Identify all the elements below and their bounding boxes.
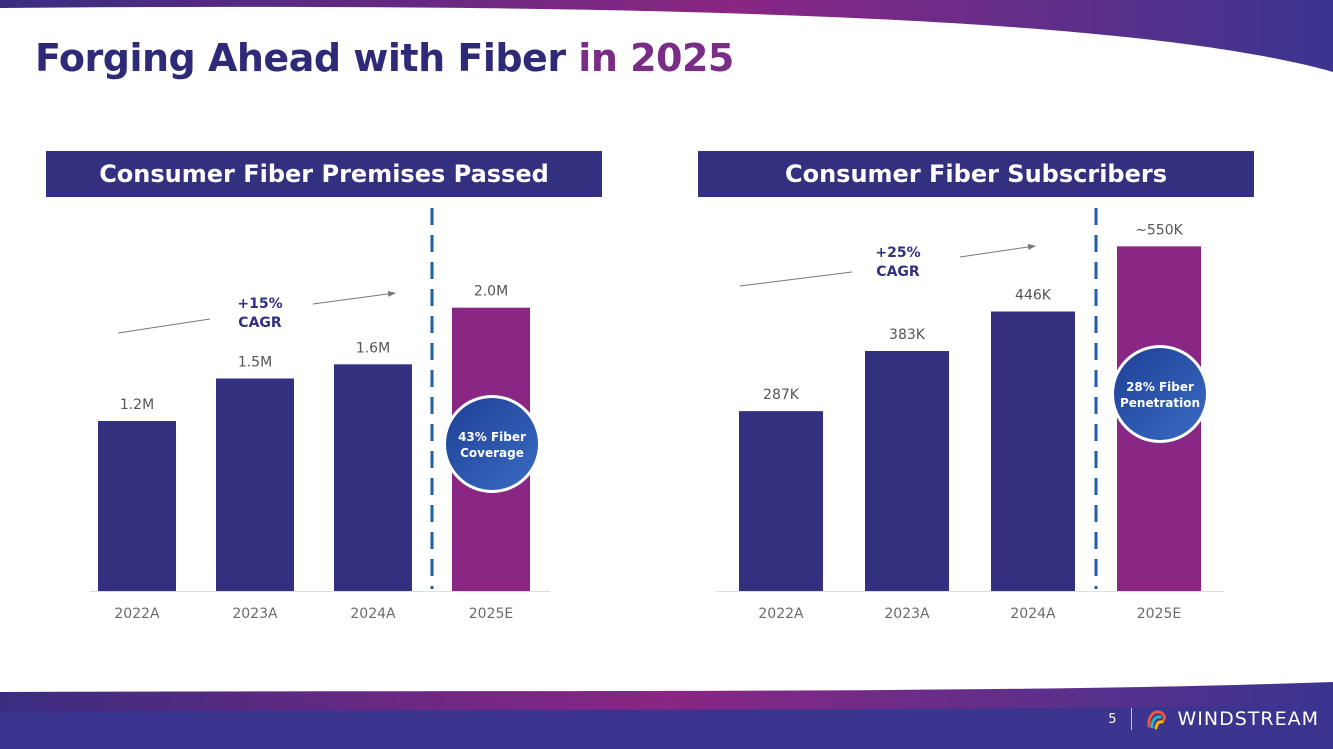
badge-line2: Penetration xyxy=(1120,396,1200,410)
badge-circle xyxy=(1114,348,1206,440)
data-label-2024A: 1.6M xyxy=(356,340,390,356)
right-chart-title: Consumer Fiber Subscribers xyxy=(698,151,1254,197)
badge-line1: 43% Fiber xyxy=(458,430,526,444)
badge-circle xyxy=(446,398,538,490)
tick-label-2024A: 2024A xyxy=(1010,606,1056,622)
tick-label-2025E: 2025E xyxy=(1137,606,1181,622)
cagr-arrow xyxy=(959,244,1036,258)
page-title-part1: Forging Ahead with Fiber xyxy=(35,36,566,80)
data-label-2022A: 287K xyxy=(763,387,800,403)
data-label-2023A: 383K xyxy=(889,327,926,343)
tick-label-2022A: 2022A xyxy=(758,606,804,622)
cagr-label: CAGR xyxy=(876,264,920,280)
tick-label-2023A: 2023A xyxy=(232,606,278,622)
tick-label-2024A: 2024A xyxy=(350,606,396,622)
bar-2022A xyxy=(98,421,176,591)
bar-2023A xyxy=(216,378,294,591)
cagr-line-left xyxy=(117,318,211,334)
badge-line1: 28% Fiber xyxy=(1126,380,1194,394)
page-number: 5 xyxy=(1108,711,1117,727)
tick-label-2022A: 2022A xyxy=(114,606,160,622)
brand-name: WINDSTREAM xyxy=(1177,708,1319,730)
cagr-value: +25% xyxy=(875,245,920,261)
data-label-2025E: 2.0M xyxy=(474,284,508,300)
data-label-2024A: 446K xyxy=(1015,288,1052,304)
top-band xyxy=(0,0,1333,72)
cagr-line-left xyxy=(739,271,853,287)
bar-2024A xyxy=(334,364,412,591)
page-title-part2: in 2025 xyxy=(578,36,734,80)
cagr-arrow xyxy=(312,290,396,305)
left-chart-title: Consumer Fiber Premises Passed xyxy=(46,151,602,197)
cagr-label: CAGR xyxy=(238,315,282,331)
premises-passed-chart: 1.2M 2022A 1.5M 2023A 1.6M 2024A 2.0M 2025E +15%… xyxy=(90,208,550,622)
bottom-band-dark xyxy=(0,704,1333,749)
tick-label-2025E: 2025E xyxy=(469,606,513,622)
cagr-value: +15% xyxy=(237,296,282,312)
page-title: Forging Ahead with Fiber in 2025 xyxy=(35,36,734,80)
data-label-2022A: 1.2M xyxy=(120,397,154,413)
tick-label-2023A: 2023A xyxy=(884,606,930,622)
bar-2024A xyxy=(991,311,1075,591)
windstream-logo-icon xyxy=(1146,710,1166,730)
bar-2022A xyxy=(739,411,823,591)
data-label-2023A: 1.5M xyxy=(238,355,272,371)
bar-2023A xyxy=(865,350,949,591)
footer-divider xyxy=(1130,708,1132,730)
data-label-2025E: ~550K xyxy=(1135,222,1183,238)
subscribers-chart: 287K 2022A 383K 2023A 446K 2024A ~550K 2025E +25… xyxy=(716,208,1224,622)
badge-line2: Coverage xyxy=(460,446,524,460)
footer: 5 WINDSTREAM xyxy=(1108,708,1319,730)
